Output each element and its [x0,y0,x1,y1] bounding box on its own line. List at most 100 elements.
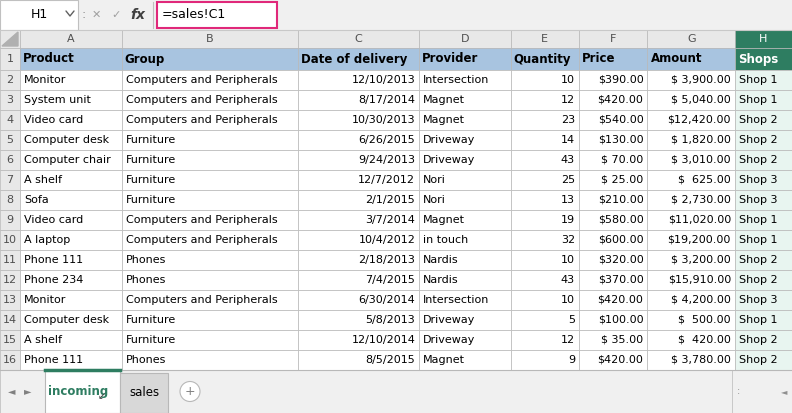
Text: Shop 1: Shop 1 [739,95,778,105]
Bar [419,150,511,170]
Text: E: E [541,34,548,44]
Bar [511,210,579,230]
Text: Nardis: Nardis [423,255,459,265]
Text: Shop 2: Shop 2 [739,335,778,345]
Text: Computers and Peripherals: Computers and Peripherals [126,215,277,225]
Bar [419,30,511,48]
Text: 23: 23 [561,115,575,125]
Text: ◄: ◄ [781,387,787,396]
Bar [579,90,648,110]
Bar [735,250,792,270]
Text: Computer desk: Computer desk [24,135,109,145]
Bar [579,290,648,310]
Text: 15: 15 [3,335,17,345]
Text: 12/10/2014: 12/10/2014 [352,335,415,345]
Text: $ 3,900.00: $ 3,900.00 [671,75,731,85]
Text: 6/30/2014: 6/30/2014 [359,295,415,305]
Text: $  625.00: $ 625.00 [678,175,731,185]
Bar [511,350,579,370]
Bar [20,330,122,350]
Bar [648,270,735,290]
Text: $  500.00: $ 500.00 [678,315,731,325]
Text: $420.00: $420.00 [598,355,643,365]
Text: $ 3,780.00: $ 3,780.00 [671,355,731,365]
Text: Video card: Video card [24,215,83,225]
Text: Shop 3: Shop 3 [739,295,778,305]
Bar [0,210,20,230]
Bar [735,190,792,210]
Bar [0,70,20,90]
Bar [579,230,648,250]
Bar [511,270,579,290]
Text: 10: 10 [561,75,575,85]
Bar [0,110,20,130]
Text: Furniture: Furniture [126,335,176,345]
Bar [0,30,792,48]
Bar [20,48,122,70]
Bar [45,370,120,413]
Bar [0,48,20,70]
Text: $15,910.00: $15,910.00 [668,275,731,285]
Bar [648,30,735,48]
Bar [157,2,277,28]
Text: Driveway: Driveway [423,135,476,145]
Bar [648,350,735,370]
Text: H1: H1 [30,9,48,21]
Text: $ 35.00: $ 35.00 [601,335,643,345]
Bar [298,210,419,230]
Bar [579,48,648,70]
Bar [511,90,579,110]
Bar [122,270,298,290]
Text: Computers and Peripherals: Computers and Peripherals [126,75,277,85]
Text: Monitor: Monitor [24,75,67,85]
Bar [735,330,792,350]
Bar [579,270,648,290]
Text: 6/26/2015: 6/26/2015 [359,135,415,145]
Bar [20,110,122,130]
Bar [735,30,792,48]
Bar [122,70,298,90]
Text: 10/4/2012: 10/4/2012 [359,235,415,245]
Bar [298,90,419,110]
Bar [298,110,419,130]
Bar [0,30,20,48]
Bar [122,290,298,310]
Bar [122,130,298,150]
Bar [579,110,648,130]
Text: Intersection: Intersection [423,75,489,85]
Bar [20,310,122,330]
Bar [20,30,122,48]
Text: Shops: Shops [738,52,779,66]
Text: 12: 12 [561,95,575,105]
Bar [298,30,419,48]
Bar [122,250,298,270]
Text: 5: 5 [6,135,13,145]
Bar [511,48,579,70]
Bar [298,150,419,170]
Bar [579,170,648,190]
Bar [419,250,511,270]
Text: $ 4,200.00: $ 4,200.00 [671,295,731,305]
Bar [648,210,735,230]
Text: 19: 19 [561,215,575,225]
Text: Phones: Phones [126,275,166,285]
Text: $320.00: $320.00 [598,255,643,265]
Text: 5: 5 [568,315,575,325]
Bar [20,270,122,290]
Text: ✕: ✕ [91,10,101,20]
Text: 12/7/2012: 12/7/2012 [358,175,415,185]
Bar [122,190,298,210]
Text: D: D [461,34,469,44]
Text: $420.00: $420.00 [598,295,643,305]
Bar [298,170,419,190]
Text: G: G [687,34,695,44]
Text: Shop 2: Shop 2 [739,155,778,165]
Bar [0,190,20,210]
Text: 2: 2 [6,75,13,85]
Bar [511,150,579,170]
Text: in touch: in touch [423,235,469,245]
Bar [298,48,419,70]
Bar [419,270,511,290]
Bar [735,90,792,110]
Text: $390.00: $390.00 [598,75,643,85]
